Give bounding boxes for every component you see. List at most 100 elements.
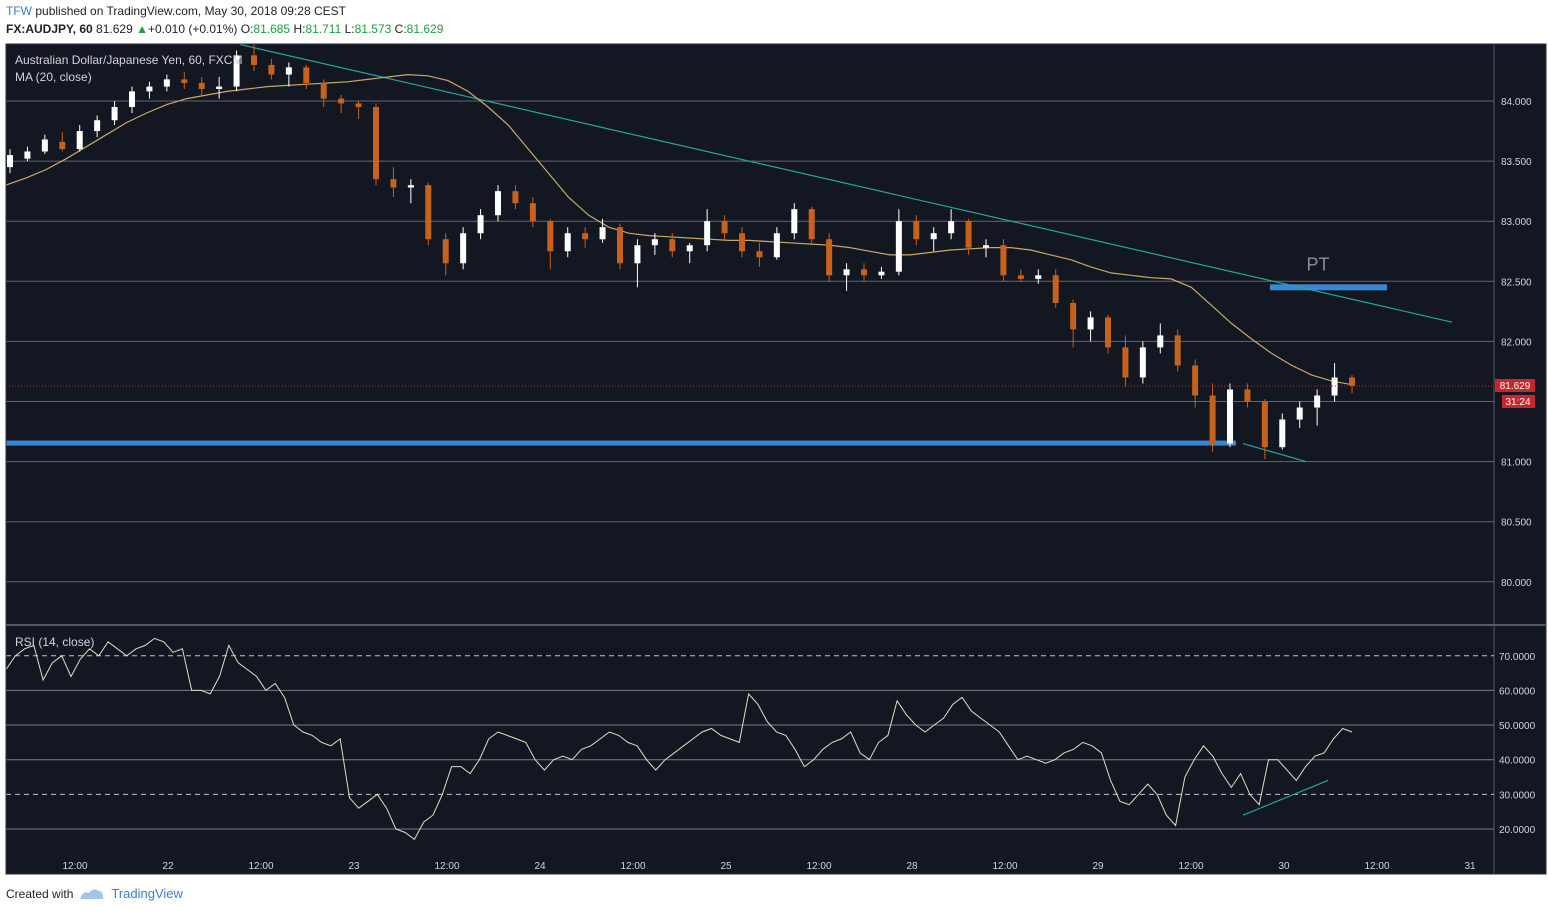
candle-body	[407, 185, 414, 188]
candle-body	[704, 221, 711, 246]
price-tick-label: 83.500	[1501, 157, 1532, 168]
author-link[interactable]: TFW	[6, 4, 32, 18]
price-tick-label: 82.500	[1501, 277, 1532, 288]
rsi-tick-label: 50.0000	[1499, 721, 1536, 732]
candle-body	[599, 227, 606, 240]
high-label: H:	[293, 22, 306, 36]
open-value: 81.685	[253, 22, 291, 36]
candle-body	[547, 221, 554, 252]
countdown-tag	[1502, 394, 1535, 408]
candle-body	[1192, 365, 1199, 396]
candle-body	[1209, 395, 1216, 444]
candle-body	[24, 151, 31, 159]
candle-body	[76, 131, 83, 150]
candle-body	[791, 209, 798, 234]
footer: Created with TradingView	[6, 886, 183, 901]
close-label: C:	[394, 22, 407, 36]
rsi-tick-label: 60.0000	[1499, 686, 1536, 697]
price-change: +0.010 (+0.01%)	[147, 22, 238, 36]
time-tick-label: 12:00	[62, 861, 87, 872]
price-tick-label: 82.000	[1501, 337, 1532, 348]
pt-label: PT	[1306, 254, 1329, 274]
candle-body	[268, 64, 275, 75]
candle-body	[338, 98, 345, 104]
ohlc-bar: FX:AUDJPY, 60 81.629 ▲+0.010 (+0.01%) O:…	[6, 22, 443, 36]
last-price-label: 81.629	[1500, 381, 1531, 392]
candle-body	[1227, 389, 1233, 444]
countdown-label: 31:24	[1505, 397, 1530, 408]
tradingview-brand-link[interactable]: TradingView	[111, 886, 183, 901]
time-tick-label: 23	[348, 861, 360, 872]
time-tick-label: 12:00	[620, 861, 645, 872]
close-value: 81.629	[406, 22, 444, 36]
candle-body	[251, 55, 257, 65]
time-tick-label: 29	[1092, 861, 1104, 872]
time-axis	[6, 856, 1494, 874]
candle-body	[1261, 401, 1268, 448]
candle-body	[843, 269, 850, 276]
time-tick-label: 24	[534, 861, 546, 872]
candle-body	[320, 82, 327, 99]
candle-body	[773, 233, 780, 258]
candle-body	[913, 221, 920, 240]
low-label: L:	[344, 22, 355, 36]
candle-body	[651, 239, 658, 246]
candle-body	[983, 245, 989, 248]
time-tick-label: 22	[162, 861, 174, 872]
candle-body	[1331, 377, 1338, 396]
publish-info: TFW published on TradingView.com, May 30…	[6, 4, 346, 18]
candle-body	[198, 82, 205, 89]
candle-body	[1017, 275, 1024, 279]
price-tick-label: 84.000	[1501, 97, 1532, 108]
candle-body	[1000, 245, 1007, 276]
symbol-label: FX:AUDJPY, 60	[6, 22, 93, 36]
candle-body	[94, 120, 101, 132]
candle-body	[425, 185, 432, 240]
candle-body	[930, 233, 937, 240]
candle-body	[895, 221, 902, 272]
price-tick-label: 80.500	[1501, 518, 1532, 529]
candle-body	[756, 251, 763, 258]
candle-body	[7, 155, 13, 168]
candle-body	[669, 239, 676, 252]
candle-body	[965, 221, 972, 248]
candle-body	[1314, 395, 1321, 408]
rsi-divergence-line	[1242, 779, 1329, 816]
candle-body	[878, 271, 885, 276]
candle-body	[390, 179, 397, 188]
candle-body	[617, 227, 623, 264]
open-label: O:	[240, 22, 254, 36]
candle-body	[948, 221, 955, 234]
candle-body	[1052, 275, 1059, 303]
time-tick-label: 12:00	[806, 861, 831, 872]
candle-body	[303, 67, 310, 83]
price-pane	[6, 44, 1494, 624]
rsi-tick-label: 40.0000	[1499, 756, 1536, 767]
time-tick-label: 31	[1464, 861, 1476, 872]
candle-body	[1139, 347, 1146, 378]
candle-body	[721, 221, 728, 234]
price-tick-label: 81.000	[1501, 458, 1532, 469]
published-text: published on TradingView.com, May 30, 20…	[35, 4, 346, 18]
rsi-tick-label: 20.0000	[1499, 825, 1536, 836]
tradingview-logo-icon	[80, 888, 104, 899]
candle-body	[111, 107, 118, 121]
candle-body	[129, 91, 135, 108]
candle-body	[1087, 317, 1094, 330]
ma-line	[5, 73, 1353, 386]
candle-body	[1244, 389, 1251, 402]
last-price-tag	[1495, 378, 1535, 392]
candle-body	[1296, 407, 1303, 420]
candle-body	[373, 107, 379, 180]
price-tick-label: 83.000	[1501, 217, 1532, 228]
candle-body	[216, 86, 223, 89]
high-value: 81.711	[305, 22, 342, 36]
lower-trendline	[1242, 442, 1307, 463]
rsi-legend: RSI (14, close)	[15, 635, 94, 649]
candle-body	[1035, 275, 1042, 279]
up-arrow-icon: ▲	[136, 22, 148, 36]
time-tick-label: 25	[720, 861, 732, 872]
ma-legend: MA (20, close)	[15, 70, 92, 84]
downtrend-line	[239, 43, 1453, 323]
